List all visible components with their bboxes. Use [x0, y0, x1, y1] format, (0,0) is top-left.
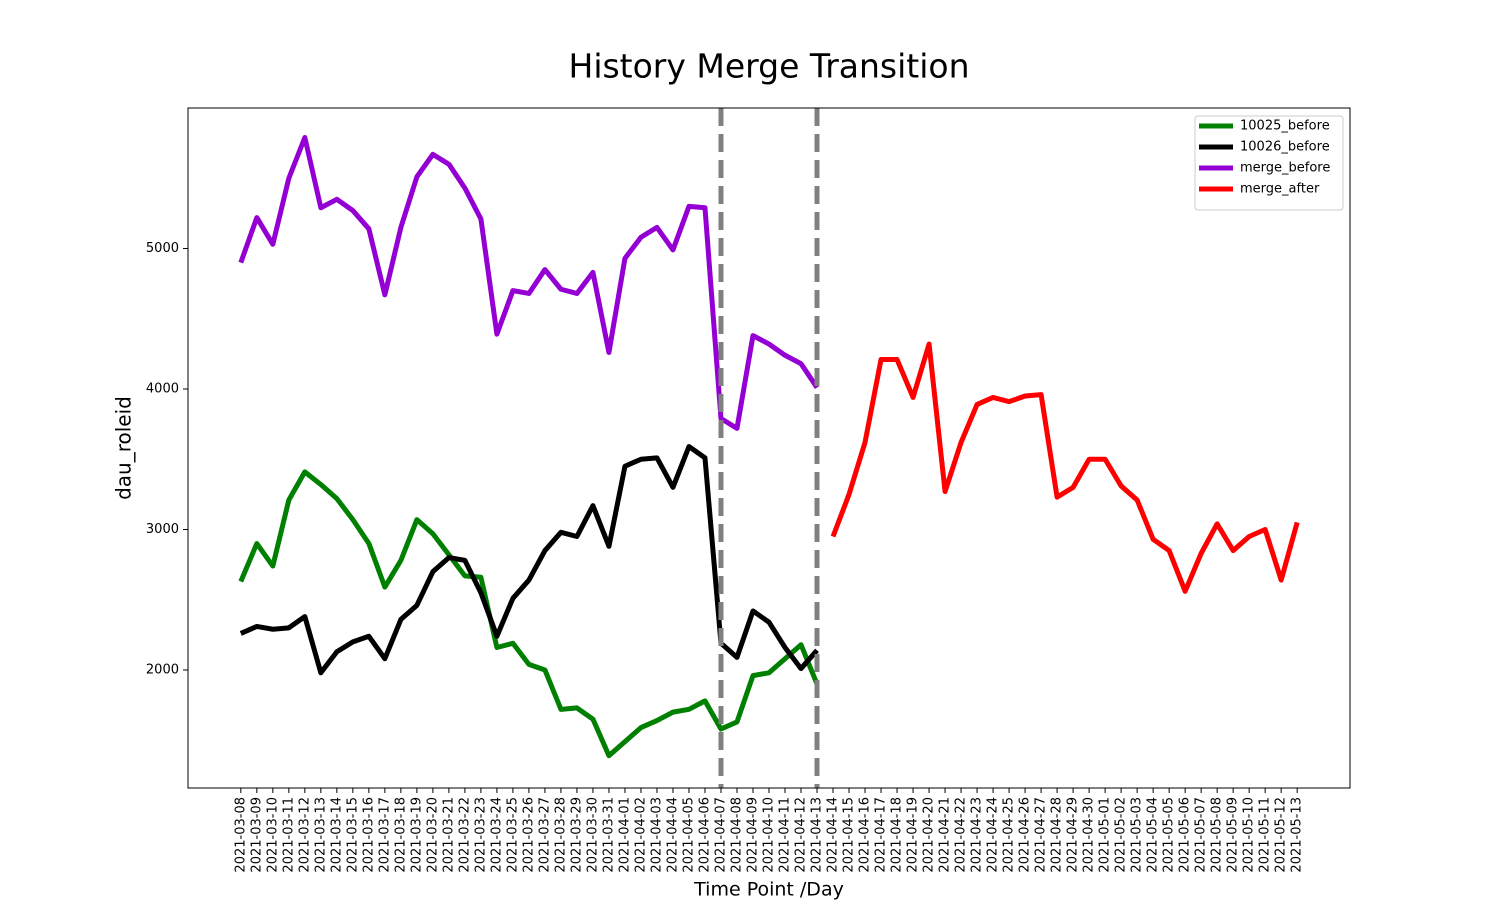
x-tick-label: 2021-03-21	[441, 797, 456, 873]
x-tick-label: 2021-04-27	[1034, 797, 1049, 873]
legend-label: 10026_before	[1240, 140, 1330, 155]
x-tick-label: 2021-04-26	[1018, 797, 1033, 873]
x-tick-label: 2021-03-16	[361, 797, 376, 873]
x-tick-label: 2021-03-22	[457, 797, 472, 873]
x-tick-label: 2021-04-17	[874, 797, 889, 873]
x-tick-label: 2021-03-28	[553, 797, 568, 873]
chart-title: History Merge Transition	[569, 47, 970, 86]
x-tick-label: 2021-04-05	[681, 797, 696, 873]
plot-frame	[187, 107, 1351, 789]
x-tick-label: 2021-04-14	[826, 797, 841, 873]
x-tick-label: 2021-04-28	[1050, 797, 1065, 873]
x-tick-label: 2021-05-05	[1162, 797, 1177, 873]
y-tick-label: 2000	[146, 662, 179, 677]
x-tick-label: 2021-04-13	[810, 797, 825, 873]
x-tick-label: 2021-04-08	[729, 797, 744, 873]
x-tick-label: 2021-05-13	[1290, 797, 1305, 873]
x-tick-label: 2021-03-26	[521, 797, 536, 873]
series-line	[830, 341, 1300, 594]
x-tick-label: 2021-04-06	[697, 797, 712, 873]
legend-label: merge_after	[1240, 182, 1320, 197]
y-tick-label: 3000	[146, 522, 179, 537]
x-tick-label: 2021-04-30	[1082, 797, 1097, 873]
x-tick-label: 2021-03-13	[313, 797, 328, 873]
legend-label: merge_before	[1240, 161, 1330, 176]
x-tick-label: 2021-05-08	[1210, 797, 1225, 873]
x-tick-label: 2021-04-29	[1066, 797, 1081, 873]
x-tick-label: 2021-04-15	[842, 797, 857, 873]
x-tick-label: 2021-03-24	[489, 797, 504, 873]
y-axis-label: dau_roleid	[112, 396, 136, 500]
x-tick-label: 2021-03-19	[409, 797, 424, 873]
series-line	[238, 469, 820, 759]
x-tick-label: 2021-04-03	[649, 797, 664, 873]
x-tick-label: 2021-04-01	[617, 797, 632, 873]
x-tick-label: 2021-04-21	[938, 797, 953, 873]
x-tick-label: 2021-05-07	[1194, 797, 1209, 873]
x-tick-label: 2021-04-10	[762, 797, 777, 873]
x-tick-label: 2021-04-16	[858, 797, 873, 873]
series-line	[238, 135, 820, 431]
x-tick-label: 2021-04-19	[906, 797, 921, 873]
x-tick-label: 2021-05-10	[1242, 797, 1257, 873]
x-tick-label: 2021-05-12	[1274, 797, 1289, 873]
x-tick-label: 2021-03-15	[345, 797, 360, 873]
x-tick-label: 2021-03-23	[473, 797, 488, 873]
series-line	[239, 444, 819, 676]
x-tick-label: 2021-03-20	[425, 797, 440, 873]
x-tick-label: 2021-03-11	[281, 797, 296, 873]
x-tick-label: 2021-04-24	[986, 797, 1001, 873]
x-tick-label: 2021-05-11	[1258, 797, 1273, 873]
x-tick-label: 2021-05-06	[1178, 797, 1193, 873]
x-tick-label: 2021-04-11	[778, 797, 793, 873]
x-tick-label: 2021-04-22	[954, 797, 969, 873]
x-tick-label: 2021-05-03	[1130, 797, 1145, 873]
x-tick-label: 2021-04-12	[794, 797, 809, 873]
x-tick-label: 2021-03-17	[377, 797, 392, 873]
x-tick-label: 2021-05-02	[1114, 797, 1129, 873]
x-tick-label: 2021-03-09	[249, 797, 264, 873]
x-tick-label: 2021-04-07	[713, 797, 728, 873]
x-tick-label: 2021-03-10	[265, 797, 280, 873]
x-tick-label: 2021-04-18	[890, 797, 905, 873]
x-tick-label: 2021-04-09	[745, 797, 760, 873]
x-tick-label: 2021-04-25	[1002, 797, 1017, 873]
x-tick-label: 2021-03-27	[537, 797, 552, 873]
x-tick-label: 2021-03-18	[393, 797, 408, 873]
x-tick-label: 2021-04-04	[665, 797, 680, 873]
x-tick-label: 2021-03-12	[297, 797, 312, 873]
x-tick-label: 2021-04-02	[633, 797, 648, 873]
x-tick-label: 2021-03-25	[505, 797, 520, 873]
x-tick-label: 2021-03-08	[233, 797, 248, 873]
x-tick-label: 2021-03-29	[569, 797, 584, 873]
x-tick-label: 2021-03-14	[329, 797, 344, 873]
x-axis-label: Time Point /Day	[693, 879, 844, 900]
y-tick-label: 4000	[146, 381, 179, 396]
legend-label: 10025_before	[1240, 119, 1330, 134]
x-tick-label: 2021-05-04	[1146, 797, 1161, 873]
x-tick-label: 2021-05-01	[1098, 797, 1113, 873]
x-tick-label: 2021-03-31	[601, 797, 616, 873]
x-tick-label: 2021-04-20	[922, 797, 937, 873]
y-tick-label: 5000	[146, 241, 179, 256]
x-tick-label: 2021-04-23	[970, 797, 985, 873]
x-tick-label: 2021-03-30	[585, 797, 600, 873]
x-tick-label: 2021-05-09	[1226, 797, 1241, 873]
